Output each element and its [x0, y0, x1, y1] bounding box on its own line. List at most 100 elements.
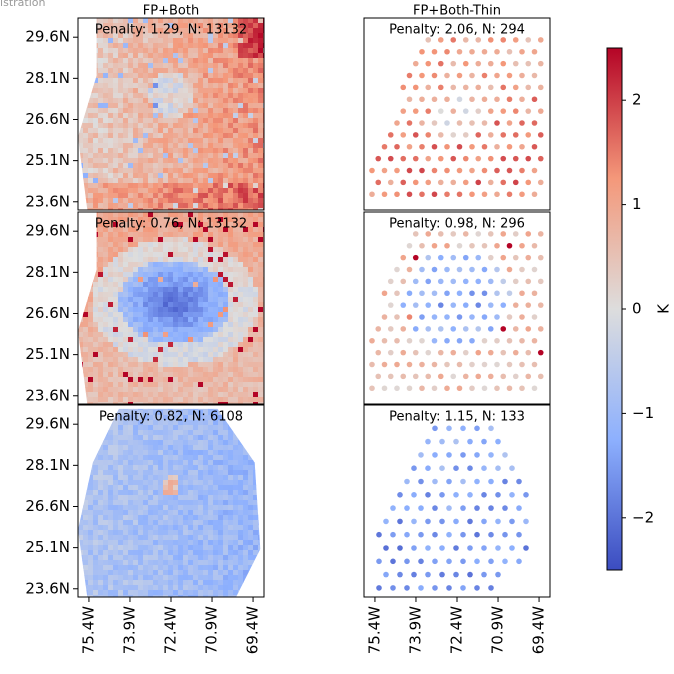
- field-cell: [148, 178, 154, 184]
- field-cell: [218, 387, 224, 393]
- field-cell: [83, 397, 89, 403]
- field-cell: [123, 510, 129, 516]
- field-cell: [223, 560, 229, 566]
- field-cell: [98, 188, 104, 194]
- field-cell: [208, 595, 214, 601]
- field-cell: [113, 470, 119, 476]
- field-cell: [178, 535, 184, 541]
- field-cell: [223, 43, 229, 49]
- field-cell: [198, 242, 204, 248]
- field-cell: [193, 58, 199, 64]
- field-cell: [188, 362, 194, 368]
- field-cell: [133, 362, 139, 368]
- field-cell: [153, 158, 159, 164]
- field-cell: [158, 590, 164, 596]
- thin-point: [369, 362, 375, 368]
- field-cell: [153, 272, 159, 278]
- field-cell: [253, 262, 259, 268]
- field-cell: [243, 342, 249, 348]
- thin-point: [446, 505, 452, 511]
- thin-point: [375, 180, 381, 186]
- field-cell: [123, 425, 129, 431]
- field-cell: [103, 565, 109, 571]
- field-cell: [163, 585, 169, 591]
- field-cell: [98, 58, 104, 64]
- field-cell: [193, 247, 199, 253]
- field-cell: [103, 78, 109, 84]
- thin-point: [438, 180, 444, 186]
- field-cell: [253, 387, 259, 393]
- field-cell: [218, 143, 224, 149]
- field-cell: [198, 123, 204, 129]
- field-cell: [148, 257, 154, 263]
- field-cell: [208, 257, 214, 263]
- field-cell: [228, 128, 234, 134]
- field-cell: [178, 387, 184, 393]
- field-cell: [78, 415, 84, 421]
- field-cell: [183, 372, 189, 378]
- field-cell: [143, 272, 149, 278]
- field-cell: [213, 38, 219, 44]
- thin-point: [444, 168, 450, 174]
- field-cell: [158, 510, 164, 516]
- field-cell: [143, 153, 149, 159]
- field-cell: [173, 475, 179, 481]
- field-cell: [88, 257, 94, 263]
- field-cell: [178, 43, 184, 49]
- field-cell: [138, 53, 144, 59]
- field-cell: [118, 377, 124, 383]
- field-cell: [223, 425, 229, 431]
- field-cell: [108, 510, 114, 516]
- field-cell: [228, 352, 234, 358]
- field-cell: [168, 545, 174, 551]
- field-cell: [193, 445, 199, 451]
- field-cell: [208, 357, 214, 363]
- field-cell: [123, 73, 129, 79]
- field-cell: [183, 565, 189, 571]
- thin-point: [457, 385, 463, 391]
- field-cell: [88, 565, 94, 571]
- field-cell: [173, 570, 179, 576]
- field-cell: [228, 495, 234, 501]
- thin-point: [413, 85, 419, 91]
- field-cell: [248, 397, 254, 403]
- field-cell: [183, 322, 189, 328]
- field-cell: [208, 465, 214, 471]
- field-cell: [83, 460, 89, 466]
- field-cell: [213, 153, 219, 159]
- field-cell: [198, 83, 204, 89]
- field-cell: [148, 118, 154, 124]
- field-cell: [173, 465, 179, 471]
- thin-point: [407, 168, 413, 174]
- field-cell: [153, 505, 159, 511]
- field-cell: [178, 377, 184, 383]
- field-cell: [83, 465, 89, 471]
- field-cell: [238, 575, 244, 581]
- thin-point: [382, 144, 388, 150]
- field-cell: [258, 465, 264, 471]
- field-cell: [248, 565, 254, 571]
- field-cell: [228, 327, 234, 333]
- field-cell: [83, 550, 89, 556]
- field-cell: [78, 98, 84, 104]
- field-cell: [233, 327, 239, 333]
- field-cell: [113, 88, 119, 94]
- thin-point: [460, 452, 466, 458]
- field-cell: [168, 272, 174, 278]
- thin-point: [500, 156, 506, 162]
- field-cell: [208, 435, 214, 441]
- field-cell: [78, 93, 84, 99]
- field-cell: [103, 595, 109, 601]
- field-cell: [198, 232, 204, 238]
- field-cell: [138, 470, 144, 476]
- field-cell: [218, 252, 224, 258]
- field-cell: [183, 535, 189, 541]
- field-cell: [173, 470, 179, 476]
- field-cell: [148, 570, 154, 576]
- thin-point: [525, 180, 531, 186]
- field-cell: [78, 33, 84, 39]
- field-cell: [173, 302, 179, 308]
- field-cell: [153, 58, 159, 64]
- field-cell: [163, 98, 169, 104]
- field-cell: [113, 168, 119, 174]
